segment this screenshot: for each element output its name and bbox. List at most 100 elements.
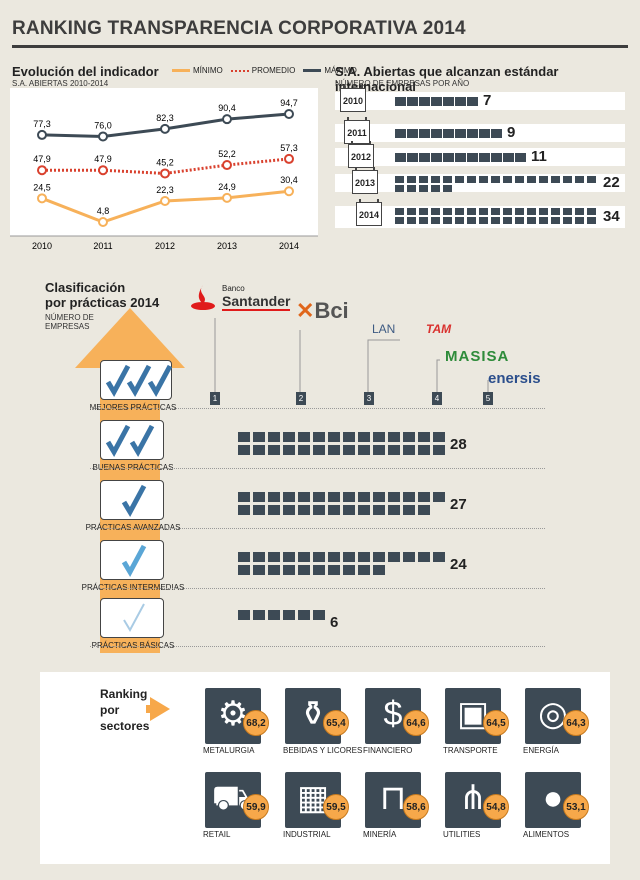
company-square (238, 565, 250, 575)
santander-flame-icon (191, 285, 215, 310)
sectors-arrow-icon (146, 697, 170, 721)
company-square (403, 432, 415, 442)
series-point (160, 123, 170, 134)
company-square (343, 432, 355, 442)
company-square (479, 128, 490, 138)
company-square (298, 445, 310, 455)
rank-marker: 1 (210, 392, 220, 405)
company-square (575, 217, 584, 224)
series-line-1 (42, 157, 290, 175)
data-label: 45,2 (156, 157, 174, 167)
sector-score: 54,8 (483, 794, 509, 820)
data-label: 76,0 (94, 120, 112, 130)
company-square (491, 208, 500, 215)
category-count: 6 (330, 614, 339, 631)
company-square (328, 492, 340, 502)
company-square (373, 492, 385, 502)
count-label: 7 (483, 92, 492, 109)
company-square (358, 552, 370, 562)
sectors-heading: Ranking por sectores (100, 687, 150, 733)
company-square (283, 610, 295, 620)
company-square (479, 176, 488, 183)
company-square (395, 185, 404, 192)
company-square (388, 492, 400, 502)
company-square (238, 432, 250, 442)
company-square (328, 565, 340, 575)
sector-label: MINERÍA (363, 830, 397, 839)
series-point (37, 129, 47, 140)
company-square (298, 565, 310, 575)
data-label: 57,3 (280, 143, 298, 153)
company-square (443, 128, 454, 138)
company-square (283, 432, 295, 442)
company-square (328, 445, 340, 455)
legend-avg: PROMEDIO (230, 66, 295, 75)
company-square (253, 492, 265, 502)
company-square (253, 445, 265, 455)
company-square (238, 445, 250, 455)
sector-score: 68,2 (243, 710, 269, 736)
sector-label: RETAIL (203, 830, 231, 839)
data-label: 22,3 (156, 185, 174, 195)
company-square (443, 152, 454, 162)
company-square (467, 208, 476, 215)
company-square (268, 552, 280, 562)
company-square (419, 208, 428, 215)
company-square (253, 610, 265, 620)
company-square (455, 152, 466, 162)
company-square (238, 552, 250, 562)
company-square (328, 505, 340, 515)
category-label: PRÁCTICAS INTERMEDIAS (81, 583, 185, 592)
company-square (515, 217, 524, 224)
company-square (407, 217, 416, 224)
company-square (491, 152, 502, 162)
sector-label: ENERGÍA (523, 746, 560, 755)
company-square (268, 445, 280, 455)
rank-marker: 4 (432, 392, 442, 405)
company-square (455, 128, 466, 138)
category-count: 28 (450, 436, 467, 453)
company-square (238, 492, 250, 502)
line-chart-heading: Evolución del indicador (12, 64, 159, 79)
check-stroke (121, 544, 147, 578)
company-square (268, 565, 280, 575)
series-point (37, 193, 47, 204)
company-square (407, 96, 418, 106)
company-square (283, 565, 295, 575)
company-square (433, 492, 445, 502)
company-square (515, 208, 524, 215)
series-point (284, 153, 294, 164)
category-divider (90, 588, 545, 589)
company-square (527, 217, 536, 224)
company-square (587, 217, 596, 224)
logo-leader-lines (214, 318, 489, 392)
company-square (539, 208, 548, 215)
check-stroke (147, 364, 172, 398)
company-square (503, 152, 514, 162)
company-square (283, 445, 295, 455)
data-label: 24,9 (218, 182, 236, 192)
category-count: 27 (450, 496, 467, 513)
lan-logo: LAN (372, 322, 396, 336)
standard-chart-subheading: NÚMERO DE EMPRESAS POR AÑO (335, 79, 470, 88)
data-label: 82,3 (156, 113, 174, 123)
company-square (313, 505, 325, 515)
company-square (587, 176, 596, 183)
company-square (328, 432, 340, 442)
company-square (268, 432, 280, 442)
calendar-icon: 2014 (356, 199, 382, 226)
company-square (253, 552, 265, 562)
checkmark-icon (123, 603, 145, 633)
company-square (373, 505, 385, 515)
checkmark-icon (105, 364, 172, 398)
data-label: 52,2 (218, 149, 236, 159)
company-square (313, 610, 325, 620)
series-point (222, 160, 232, 171)
company-square (455, 217, 464, 224)
company-square (551, 208, 560, 215)
category-divider (90, 408, 545, 409)
company-square (431, 208, 440, 215)
santander-logo: Santander (222, 293, 291, 311)
x-tick-label: 2012 (155, 241, 175, 251)
company-square (268, 505, 280, 515)
